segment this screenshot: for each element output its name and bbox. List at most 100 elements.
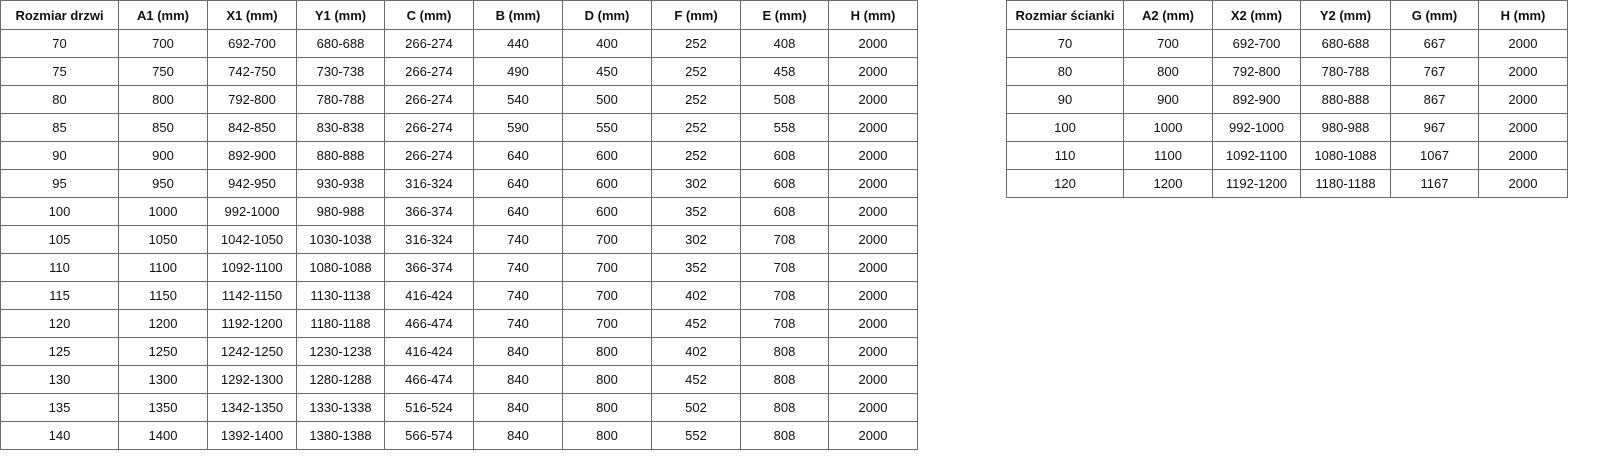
table-cell: 85 — [0, 113, 119, 142]
table-cell: 1250 — [118, 337, 208, 366]
table-cell: 452 — [651, 365, 741, 394]
table-cell: 416-424 — [384, 337, 474, 366]
table-cell: 558 — [740, 113, 829, 142]
table-cell: 452 — [651, 309, 741, 338]
table-row: 100 1000 992-1000 980-988 366-374 640 600 352 60… — [0, 197, 918, 226]
table-row: 95 950 942-950 930-938 316-324 640 600 302 608 20… — [0, 169, 918, 198]
table-cell: 2000 — [828, 281, 918, 310]
table-cell: 1080-1088 — [1300, 141, 1391, 170]
table-row: 135 1350 1342-1350 1330-1338 516-524 840 800 50… — [0, 393, 918, 422]
table-cell: 608 — [740, 197, 829, 226]
table-cell: 135 — [0, 393, 119, 422]
column-header: Rozmiar drzwi — [0, 0, 119, 30]
table-cell: 366-374 — [384, 253, 474, 282]
table-cell: 1342-1350 — [207, 393, 297, 422]
table-cell: 600 — [562, 197, 652, 226]
table-cell: 110 — [1006, 141, 1124, 170]
table-cell: 792-800 — [207, 85, 297, 114]
table-cell: 1180-1188 — [296, 309, 385, 338]
table-cell: 700 — [1123, 29, 1213, 58]
table-cell: 2000 — [828, 169, 918, 198]
table-cell: 440 — [473, 29, 563, 58]
table-cell: 70 — [1006, 29, 1124, 58]
table-cell: 740 — [473, 281, 563, 310]
table-cell: 767 — [1390, 57, 1479, 86]
table-cell: 1200 — [1123, 169, 1213, 198]
table-cell: 316-324 — [384, 169, 474, 198]
table-cell: 100 — [1006, 113, 1124, 142]
table-cell: 1400 — [118, 421, 208, 450]
table-cell: 125 — [0, 337, 119, 366]
table-cell: 408 — [740, 29, 829, 58]
table-cell: 252 — [651, 85, 741, 114]
table-cell: 2000 — [1478, 85, 1568, 114]
table-cell: 402 — [651, 281, 741, 310]
table-cell: 316-324 — [384, 225, 474, 254]
table-cell: 1350 — [118, 393, 208, 422]
table-cell: 1092-1100 — [1212, 141, 1301, 170]
table-cell: 2000 — [828, 141, 918, 170]
table-cell: 967 — [1390, 113, 1479, 142]
table-cell: 252 — [651, 141, 741, 170]
table-cell: 708 — [740, 225, 829, 254]
column-header: H (mm) — [1478, 0, 1568, 30]
table-cell: 992-1000 — [1212, 113, 1301, 142]
column-header: C (mm) — [384, 0, 474, 30]
table-row: 75 750 742-750 730-738 266-274 490 450 252 458 20… — [0, 57, 918, 86]
table-cell: 740 — [473, 225, 563, 254]
table-cell: 1180-1188 — [1300, 169, 1391, 198]
table-cell: 1142-1150 — [207, 281, 297, 310]
column-header: A1 (mm) — [118, 0, 208, 30]
table-cell: 840 — [473, 421, 563, 450]
table-cell: 608 — [740, 169, 829, 198]
table-cell: 2000 — [1478, 57, 1568, 86]
table-cell: 70 — [0, 29, 119, 58]
table-row: 110 1100 1092-1100 1080-1088 1067 2000 — [1006, 141, 1568, 170]
table-cell: 950 — [118, 169, 208, 198]
table-cell: 680-688 — [1300, 29, 1391, 58]
header-row: Rozmiar drzwi A1 (mm) X1 (mm) Y1 (mm) C (mm)… — [0, 0, 918, 30]
table-cell: 780-788 — [296, 85, 385, 114]
table-cell: 708 — [740, 309, 829, 338]
table-cell: 1330-1338 — [296, 393, 385, 422]
table-cell: 2000 — [828, 337, 918, 366]
column-header: Rozmiar ścianki — [1006, 0, 1124, 30]
table-cell: 502 — [651, 393, 741, 422]
table-cell: 700 — [562, 281, 652, 310]
table-cell: 1392-1400 — [207, 421, 297, 450]
table-cell: 742-750 — [207, 57, 297, 86]
table-cell: 808 — [740, 337, 829, 366]
table-cell: 490 — [473, 57, 563, 86]
table-cell: 640 — [473, 197, 563, 226]
table-cell: 800 — [562, 393, 652, 422]
table-cell: 366-374 — [384, 197, 474, 226]
column-header: H (mm) — [828, 0, 918, 30]
table-cell: 115 — [0, 281, 119, 310]
table-cell: 1000 — [118, 197, 208, 226]
table-cell: 100 — [0, 197, 119, 226]
table-cell: 800 — [118, 85, 208, 114]
table-cell: 1230-1238 — [296, 337, 385, 366]
table-row: 115 1150 1142-1150 1130-1138 416-424 740 700 40… — [0, 281, 918, 310]
table-row: 130 1300 1292-1300 1280-1288 466-474 840 800 45… — [0, 365, 918, 394]
table-cell: 842-850 — [207, 113, 297, 142]
table-cell: 867 — [1390, 85, 1479, 114]
table-cell: 2000 — [828, 197, 918, 226]
table-cell: 352 — [651, 253, 741, 282]
table-cell: 1292-1300 — [207, 365, 297, 394]
table-cell: 302 — [651, 169, 741, 198]
table-cell: 266-274 — [384, 57, 474, 86]
table-cell: 2000 — [1478, 141, 1568, 170]
table-cell: 466-474 — [384, 309, 474, 338]
table-cell: 2000 — [828, 421, 918, 450]
table-cell: 892-900 — [1212, 85, 1301, 114]
table-cell: 840 — [473, 337, 563, 366]
table-cell: 550 — [562, 113, 652, 142]
table-cell: 1242-1250 — [207, 337, 297, 366]
table-cell: 516-524 — [384, 393, 474, 422]
table-cell: 402 — [651, 337, 741, 366]
table-cell: 458 — [740, 57, 829, 86]
column-header: A2 (mm) — [1123, 0, 1213, 30]
table-cell: 667 — [1390, 29, 1479, 58]
table-cell: 75 — [0, 57, 119, 86]
